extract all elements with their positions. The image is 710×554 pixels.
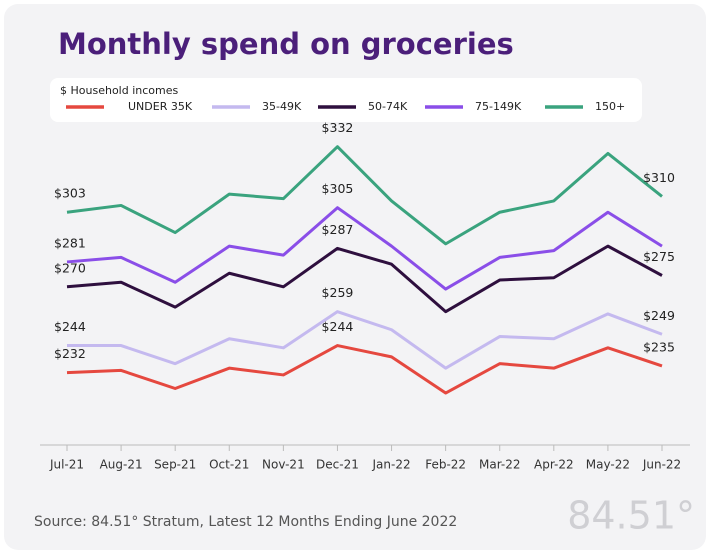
data-label: $303 [54,186,86,201]
x-tick-label: Nov-21 [262,458,305,472]
legend-label: UNDER 35K [128,100,193,113]
x-tick-label: Jul-21 [49,458,84,472]
legend-title: $ Household incomes [60,84,178,97]
x-tick-label: May-22 [586,458,630,472]
x-tick-label: Jan-22 [371,458,410,472]
legend-label: 150+ [595,100,625,113]
data-label: $332 [322,120,354,135]
series-line [66,344,663,395]
x-tick-label: Jun-22 [642,458,681,472]
x-tick-label: Oct-21 [209,458,249,472]
logo: 84.51° [567,494,695,538]
data-label: $281 [54,235,86,250]
x-tick-label: Aug-21 [100,458,143,472]
data-label: $244 [322,319,354,334]
series-line [66,145,663,246]
source: Source: 84.51° Stratum, Latest 12 Months… [34,514,457,530]
data-label: $235 [643,339,675,354]
legend-label: 50-74K [368,100,408,113]
series-line [66,206,663,291]
x-tick-label: Feb-22 [425,458,466,472]
x-tick-label: Dec-21 [316,458,359,472]
data-label: $244 [54,319,86,334]
data-label: $270 [54,260,86,275]
data-label: $249 [643,308,675,323]
legend-label: 35-49K [262,100,302,113]
data-label: $232 [54,346,86,361]
data-label: $287 [322,222,354,237]
x-tick-label: Apr-22 [534,458,574,472]
legend-label: 75-149K [475,100,522,113]
card [4,4,706,550]
chart-title: Monthly spend on groceries [58,27,514,61]
x-tick-label: Sep-21 [154,458,196,472]
data-label: $310 [643,170,675,185]
x-tick-label: Mar-22 [479,458,520,472]
series-line [67,310,663,370]
data-label: $305 [322,181,354,196]
series-line [66,244,663,314]
data-label: $259 [322,285,354,300]
data-label: $275 [643,249,675,264]
legend-box [50,78,642,122]
